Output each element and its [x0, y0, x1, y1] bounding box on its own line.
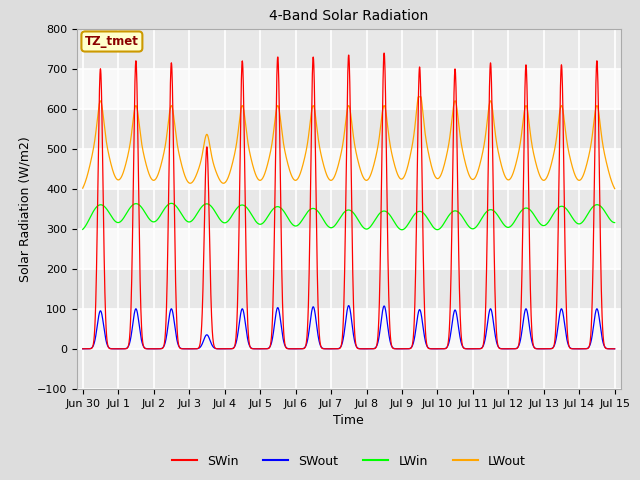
Bar	[77, 69, 621, 109]
X-axis label: Time: Time	[333, 414, 364, 427]
Bar	[77, 349, 621, 389]
Bar	[77, 149, 621, 189]
Title: 4-Band Solar Radiation: 4-Band Solar Radiation	[269, 10, 428, 24]
Legend: SWin, SWout, LWin, LWout: SWin, SWout, LWin, LWout	[167, 450, 531, 472]
Y-axis label: Solar Radiation (W/m2): Solar Radiation (W/m2)	[18, 136, 31, 282]
Bar	[77, 189, 621, 229]
Bar	[77, 109, 621, 149]
Bar	[77, 269, 621, 309]
Bar	[77, 229, 621, 269]
Bar	[77, 309, 621, 349]
Bar	[77, 29, 621, 69]
Text: TZ_tmet: TZ_tmet	[85, 35, 139, 48]
